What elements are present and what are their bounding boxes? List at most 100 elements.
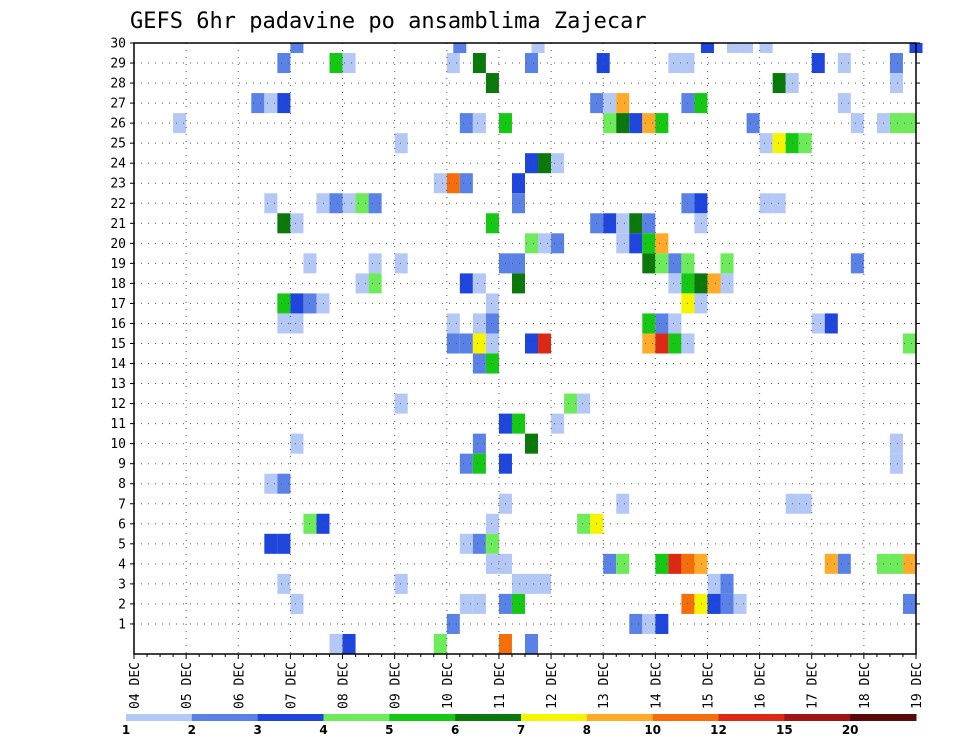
- data-cell: [538, 233, 552, 254]
- data-cell: [759, 193, 773, 214]
- data-cell: [277, 93, 291, 114]
- data-cell: [642, 233, 656, 254]
- data-cell: [538, 573, 552, 594]
- data-cell: [459, 333, 473, 354]
- data-cell: [727, 43, 741, 54]
- data-cell: [290, 313, 304, 334]
- data-cell: [316, 293, 330, 314]
- y-tick-label: 27: [110, 97, 126, 112]
- colorbar-label: 2: [188, 723, 196, 737]
- data-cell: [368, 193, 382, 214]
- data-cell: [525, 573, 539, 594]
- colorbar-label: 20: [842, 723, 859, 737]
- data-cell: [511, 573, 525, 594]
- data-cell: [433, 173, 447, 194]
- y-tick-label: 20: [110, 237, 126, 252]
- data-cell: [759, 133, 773, 154]
- data-cell: [889, 113, 903, 134]
- data-cell: [694, 193, 708, 214]
- data-cell: [655, 333, 669, 354]
- data-cell: [277, 213, 291, 234]
- x-tick-label: 06 DEC: [232, 662, 247, 709]
- data-cell: [472, 313, 486, 334]
- colorbar-label: 6: [451, 723, 459, 737]
- data-cell: [707, 593, 721, 614]
- data-cell: [811, 53, 825, 74]
- data-cells: [173, 43, 923, 654]
- data-cell: [603, 553, 617, 574]
- data-cell: [446, 333, 460, 354]
- y-tick-label: 8: [118, 477, 126, 492]
- data-cell: [316, 513, 330, 534]
- data-cell: [616, 233, 630, 254]
- x-axis: 04 DEC 05 DEC 06 DEC 07 DEC 08 DEC 09 DEC 10 D…: [128, 654, 925, 709]
- data-cell: [772, 193, 786, 214]
- data-cell: [446, 613, 460, 634]
- data-cell: [668, 253, 682, 274]
- data-cell: [694, 273, 708, 294]
- data-cell: [525, 633, 539, 654]
- data-cell: [720, 253, 734, 274]
- data-cell: [511, 173, 525, 194]
- colorbar-segment: [455, 714, 522, 721]
- data-cell: [564, 393, 578, 414]
- data-cell: [485, 73, 499, 94]
- data-cell: [472, 273, 486, 294]
- colorbar-segment: [718, 714, 785, 721]
- x-tick-label: 07 DEC: [284, 662, 299, 709]
- colorbar-label: 5: [385, 723, 393, 737]
- x-tick-label: 17 DEC: [806, 662, 821, 709]
- y-tick-label: 3: [118, 577, 126, 592]
- data-cell: [472, 533, 486, 554]
- y-tick-label: 2: [118, 597, 126, 612]
- data-cell: [655, 113, 669, 134]
- data-cell: [459, 453, 473, 474]
- data-cell: [616, 93, 630, 114]
- data-cell: [694, 593, 708, 614]
- data-cell: [525, 153, 539, 174]
- data-cell: [707, 573, 721, 594]
- data-cell: [511, 193, 525, 214]
- x-tick-label: 14 DEC: [649, 662, 664, 709]
- colorbar-segment: [784, 714, 851, 721]
- data-cell: [629, 613, 643, 634]
- data-cell: [551, 153, 565, 174]
- data-cell: [316, 193, 330, 214]
- data-cell: [694, 213, 708, 234]
- x-tick-label: 18 DEC: [858, 662, 873, 709]
- data-cell: [394, 253, 408, 274]
- data-cell: [459, 113, 473, 134]
- data-cell: [511, 253, 525, 274]
- y-tick-label: 11: [110, 417, 126, 432]
- data-cell: [700, 43, 714, 54]
- colorbar-segment: [257, 714, 324, 721]
- data-cell: [642, 213, 656, 234]
- data-cell: [485, 293, 499, 314]
- colorbar-label: 4: [319, 723, 327, 737]
- data-cell: [485, 333, 499, 354]
- data-cell: [472, 353, 486, 374]
- y-axis: 1234567891011121314151617181920212223242…: [110, 37, 920, 632]
- y-tick-label: 22: [110, 197, 126, 212]
- data-cell: [472, 53, 486, 74]
- data-cell: [668, 53, 682, 74]
- data-cell: [655, 313, 669, 334]
- data-cell: [446, 53, 460, 74]
- y-tick-label: 12: [110, 397, 126, 412]
- y-tick-label: 1: [118, 617, 126, 632]
- data-cell: [394, 133, 408, 154]
- x-tick-label: 04 DEC: [128, 662, 143, 709]
- y-tick-label: 17: [110, 297, 126, 312]
- y-tick-label: 6: [118, 517, 126, 532]
- data-cell: [538, 333, 552, 354]
- x-tick-label: 05 DEC: [180, 662, 195, 709]
- data-cell: [459, 533, 473, 554]
- data-cell: [902, 113, 916, 134]
- data-cell: [551, 233, 565, 254]
- y-tick-label: 13: [110, 377, 126, 392]
- data-cell: [277, 53, 291, 74]
- data-cell: [889, 73, 903, 94]
- y-tick-label: 7: [118, 497, 126, 512]
- data-cell: [264, 93, 278, 114]
- y-tick-label: 10: [110, 437, 126, 452]
